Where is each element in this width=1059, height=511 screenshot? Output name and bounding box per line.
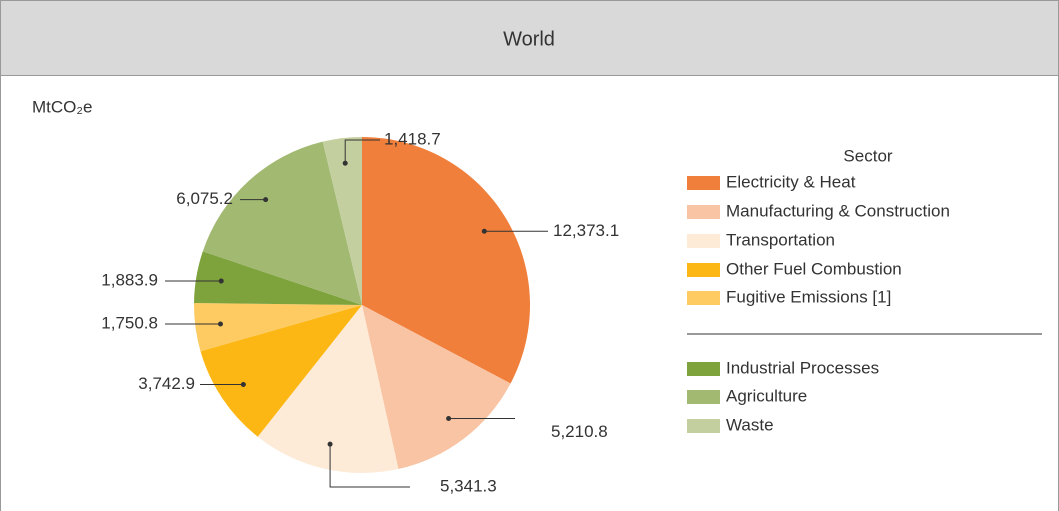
leader-dot bbox=[327, 441, 333, 447]
chart-title: World bbox=[503, 28, 555, 50]
pie-slice bbox=[200, 305, 362, 437]
leader-dot bbox=[481, 228, 487, 234]
legend-label: Manufacturing & Construction bbox=[726, 201, 950, 220]
unit-label: MtCO₂e bbox=[32, 97, 92, 116]
legend-label: Electricity & Heat bbox=[726, 172, 856, 191]
pie-slice bbox=[362, 305, 511, 470]
leader-dot bbox=[240, 381, 246, 387]
leader-dot bbox=[446, 416, 452, 422]
leader-dot bbox=[217, 321, 223, 327]
legend-label: Industrial Processes bbox=[726, 358, 879, 377]
legend-swatch bbox=[687, 390, 720, 404]
legend-label: Transportation bbox=[726, 230, 835, 249]
pie-slice bbox=[362, 137, 530, 384]
legend-swatch bbox=[687, 291, 720, 305]
leader-dot bbox=[263, 197, 269, 203]
data-label: 1,883.9 bbox=[101, 271, 158, 290]
leader-dot bbox=[342, 160, 348, 166]
pie-slice bbox=[194, 251, 362, 305]
legend-label: Fugitive Emissions [1] bbox=[726, 287, 891, 306]
legend-label: Waste bbox=[726, 415, 774, 434]
pie-slice bbox=[202, 141, 362, 305]
legend-swatch bbox=[687, 419, 720, 433]
data-label: 1,750.8 bbox=[101, 314, 158, 333]
data-label: 3,742.9 bbox=[138, 374, 195, 393]
data-label: 1,418.7 bbox=[384, 129, 441, 148]
leader-line bbox=[344, 139, 380, 164]
legend-swatch bbox=[687, 362, 720, 376]
legend-title: Sector bbox=[843, 146, 892, 165]
legend-swatch bbox=[687, 176, 720, 190]
legend-swatch bbox=[687, 234, 720, 248]
legend-label: Agriculture bbox=[726, 386, 807, 405]
data-label: 5,341.3 bbox=[440, 476, 497, 495]
data-label: 6,075.2 bbox=[176, 189, 233, 208]
leader-dot bbox=[218, 278, 224, 284]
data-label: 12,373.1 bbox=[553, 221, 619, 240]
legend-swatch bbox=[687, 263, 720, 277]
leader-line bbox=[329, 444, 410, 488]
legend-swatch bbox=[687, 205, 720, 219]
legend-label: Other Fuel Combustion bbox=[726, 259, 902, 278]
header bbox=[0, 0, 1059, 76]
pie-slice bbox=[194, 303, 362, 352]
pie-slice bbox=[257, 305, 399, 473]
data-label: 5,210.8 bbox=[551, 422, 608, 441]
pie-slice bbox=[322, 137, 362, 305]
